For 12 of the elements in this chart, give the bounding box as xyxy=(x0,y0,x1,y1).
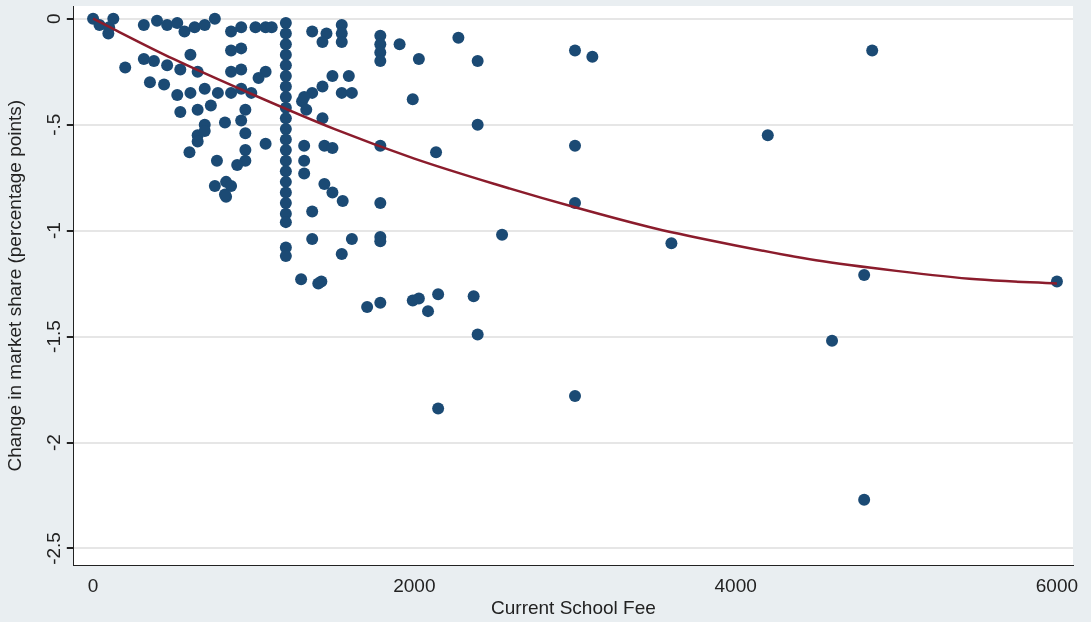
x-tick-label: 2000 xyxy=(393,575,436,597)
x-tick-label: 6000 xyxy=(1035,575,1079,597)
y-tick-label: -1 xyxy=(42,222,64,240)
x-tick-label: 0 xyxy=(87,575,99,597)
y-tick-label: -1.5 xyxy=(42,320,64,353)
y-tick-label: -.5 xyxy=(42,113,64,136)
x-tick-label: 4000 xyxy=(714,575,757,597)
y-axis-title: Change in market share (percentage points) xyxy=(3,99,25,472)
y-tick-label: -2 xyxy=(42,434,64,451)
x-axis-title: Current School Fee xyxy=(491,596,656,618)
y-tick-label: 0 xyxy=(42,13,64,24)
y-tick-label: -2.5 xyxy=(42,532,64,565)
